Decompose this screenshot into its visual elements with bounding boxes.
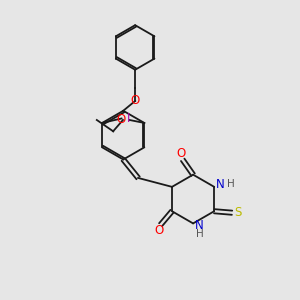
- Text: H: H: [196, 229, 203, 239]
- Text: H: H: [227, 179, 234, 190]
- Text: O: O: [117, 113, 126, 127]
- Text: I: I: [127, 112, 130, 125]
- Text: O: O: [154, 224, 164, 237]
- Text: O: O: [177, 147, 186, 161]
- Text: S: S: [234, 206, 242, 219]
- Text: O: O: [130, 94, 140, 107]
- Text: N: N: [195, 219, 204, 232]
- Text: N: N: [216, 178, 225, 191]
